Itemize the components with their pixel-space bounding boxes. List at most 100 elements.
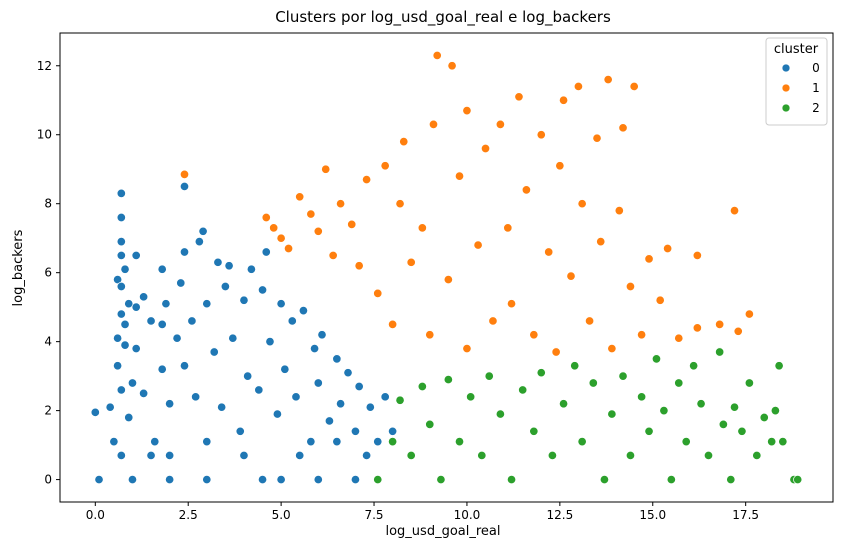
y-tick-label: 8 [44,197,52,211]
data-point-cluster-1 [284,243,294,254]
data-point-cluster-0 [113,361,123,371]
data-point-cluster-0 [157,364,167,374]
data-point-cluster-1 [395,199,405,209]
data-point-cluster-0 [120,340,130,350]
data-point-cluster-0 [157,319,167,329]
x-tick-label: 2.5 [179,508,198,522]
data-point-cluster-0 [179,181,190,192]
data-point-cluster-2 [625,450,636,460]
data-point-cluster-2 [436,475,446,485]
data-point-cluster-0 [165,475,175,485]
data-point-cluster-1 [692,323,702,333]
data-point-cluster-1 [362,175,372,185]
data-point-cluster-1 [447,61,457,71]
data-point-cluster-1 [536,130,546,140]
data-point-cluster-0 [113,333,123,343]
data-point-cluster-1 [417,223,427,233]
legend-label-2: 2 [812,101,820,115]
data-point-cluster-1 [313,226,323,236]
data-point-cluster-0 [354,381,364,392]
data-point-cluster-0 [202,475,212,485]
data-point-cluster-2 [529,426,539,436]
data-point-cluster-0 [139,292,149,302]
data-point-cluster-0 [116,250,126,260]
data-point-cluster-0 [257,475,268,485]
legend: cluster 0 1 2 [765,37,828,126]
data-point-cluster-0 [388,426,398,436]
data-point-cluster-0 [139,388,149,398]
legend-box [765,37,828,126]
data-point-cluster-1 [663,243,673,254]
data-point-cluster-0 [120,264,130,274]
data-point-cluster-2 [599,475,609,485]
data-point-cluster-1 [425,330,435,340]
data-point-cluster-2 [588,378,598,388]
data-point-cluster-1 [462,106,472,116]
data-point-cluster-0 [116,385,126,395]
data-point-cluster-2 [774,361,784,371]
data-point-cluster-0 [280,364,290,374]
y-tick-label: 2 [44,404,52,418]
data-point-cluster-0 [127,475,138,485]
y-ticks: 0 2 4 6 8 10 12 [37,59,60,487]
data-point-cluster-0 [239,450,249,460]
data-point-cluster-2 [715,347,725,357]
data-point-cluster-0 [116,281,126,292]
data-point-cluster-1 [328,250,338,260]
data-point-cluster-1 [399,137,409,147]
data-point-cluster-2 [674,378,684,388]
data-point-cluster-0 [161,299,171,309]
data-point-cluster-1 [555,161,565,171]
data-point-cluster-0 [176,278,186,288]
y-tick-label: 0 [44,473,52,487]
data-point-cluster-0 [209,347,219,357]
data-point-cluster-1 [321,164,331,174]
data-point-cluster-1 [269,223,279,233]
data-point-cluster-1 [744,309,754,319]
data-point-cluster-1 [629,81,639,92]
data-point-cluster-0 [272,409,282,419]
data-point-cluster-0 [131,302,141,312]
data-point-cluster-0 [298,306,308,316]
data-point-cluster-1 [388,319,398,329]
data-point-cluster-1 [506,299,517,309]
data-point-cluster-0 [116,450,126,460]
data-point-cluster-2 [793,475,803,485]
data-point-cluster-1 [644,254,654,264]
data-point-cluster-0 [317,330,327,340]
data-point-cluster-0 [265,337,275,347]
plot-frame [59,32,834,503]
data-point-cluster-2 [466,392,476,402]
data-point-cluster-1 [607,343,617,354]
data-point-cluster-1 [573,81,583,92]
data-point-cluster-1 [179,169,190,179]
data-point-cluster-0 [116,309,126,319]
data-point-cluster-0 [94,475,104,485]
data-point-cluster-2 [395,395,405,405]
data-point-cluster-2 [729,402,740,412]
data-point-cluster-2 [547,450,557,460]
data-point-cluster-1 [637,330,647,340]
data-point-cluster-0 [191,392,201,402]
data-point-cluster-0 [124,412,134,423]
data-point-cluster-1 [503,223,513,233]
data-point-cluster-0 [165,399,175,409]
data-point-cluster-0 [257,285,268,295]
y-tick-label: 12 [37,59,52,73]
data-point-cluster-0 [332,354,342,364]
data-point-cluster-2 [637,392,647,402]
x-axis-label: log_usd_goal_real [385,524,500,539]
data-point-cluster-2 [778,437,788,447]
data-point-cluster-0 [150,437,160,447]
data-point-cluster-0 [187,316,197,326]
data-point-cluster-1 [432,50,442,60]
data-point-cluster-1 [544,247,554,257]
data-point-cluster-1 [306,209,316,219]
data-point-cluster-1 [462,343,472,354]
data-point-cluster-2 [681,437,691,447]
x-tick-label: 5.0 [272,508,291,522]
data-point-cluster-0 [120,319,130,329]
data-point-cluster-0 [105,402,115,412]
y-tick-label: 4 [44,335,52,349]
data-point-cluster-2 [752,450,762,460]
